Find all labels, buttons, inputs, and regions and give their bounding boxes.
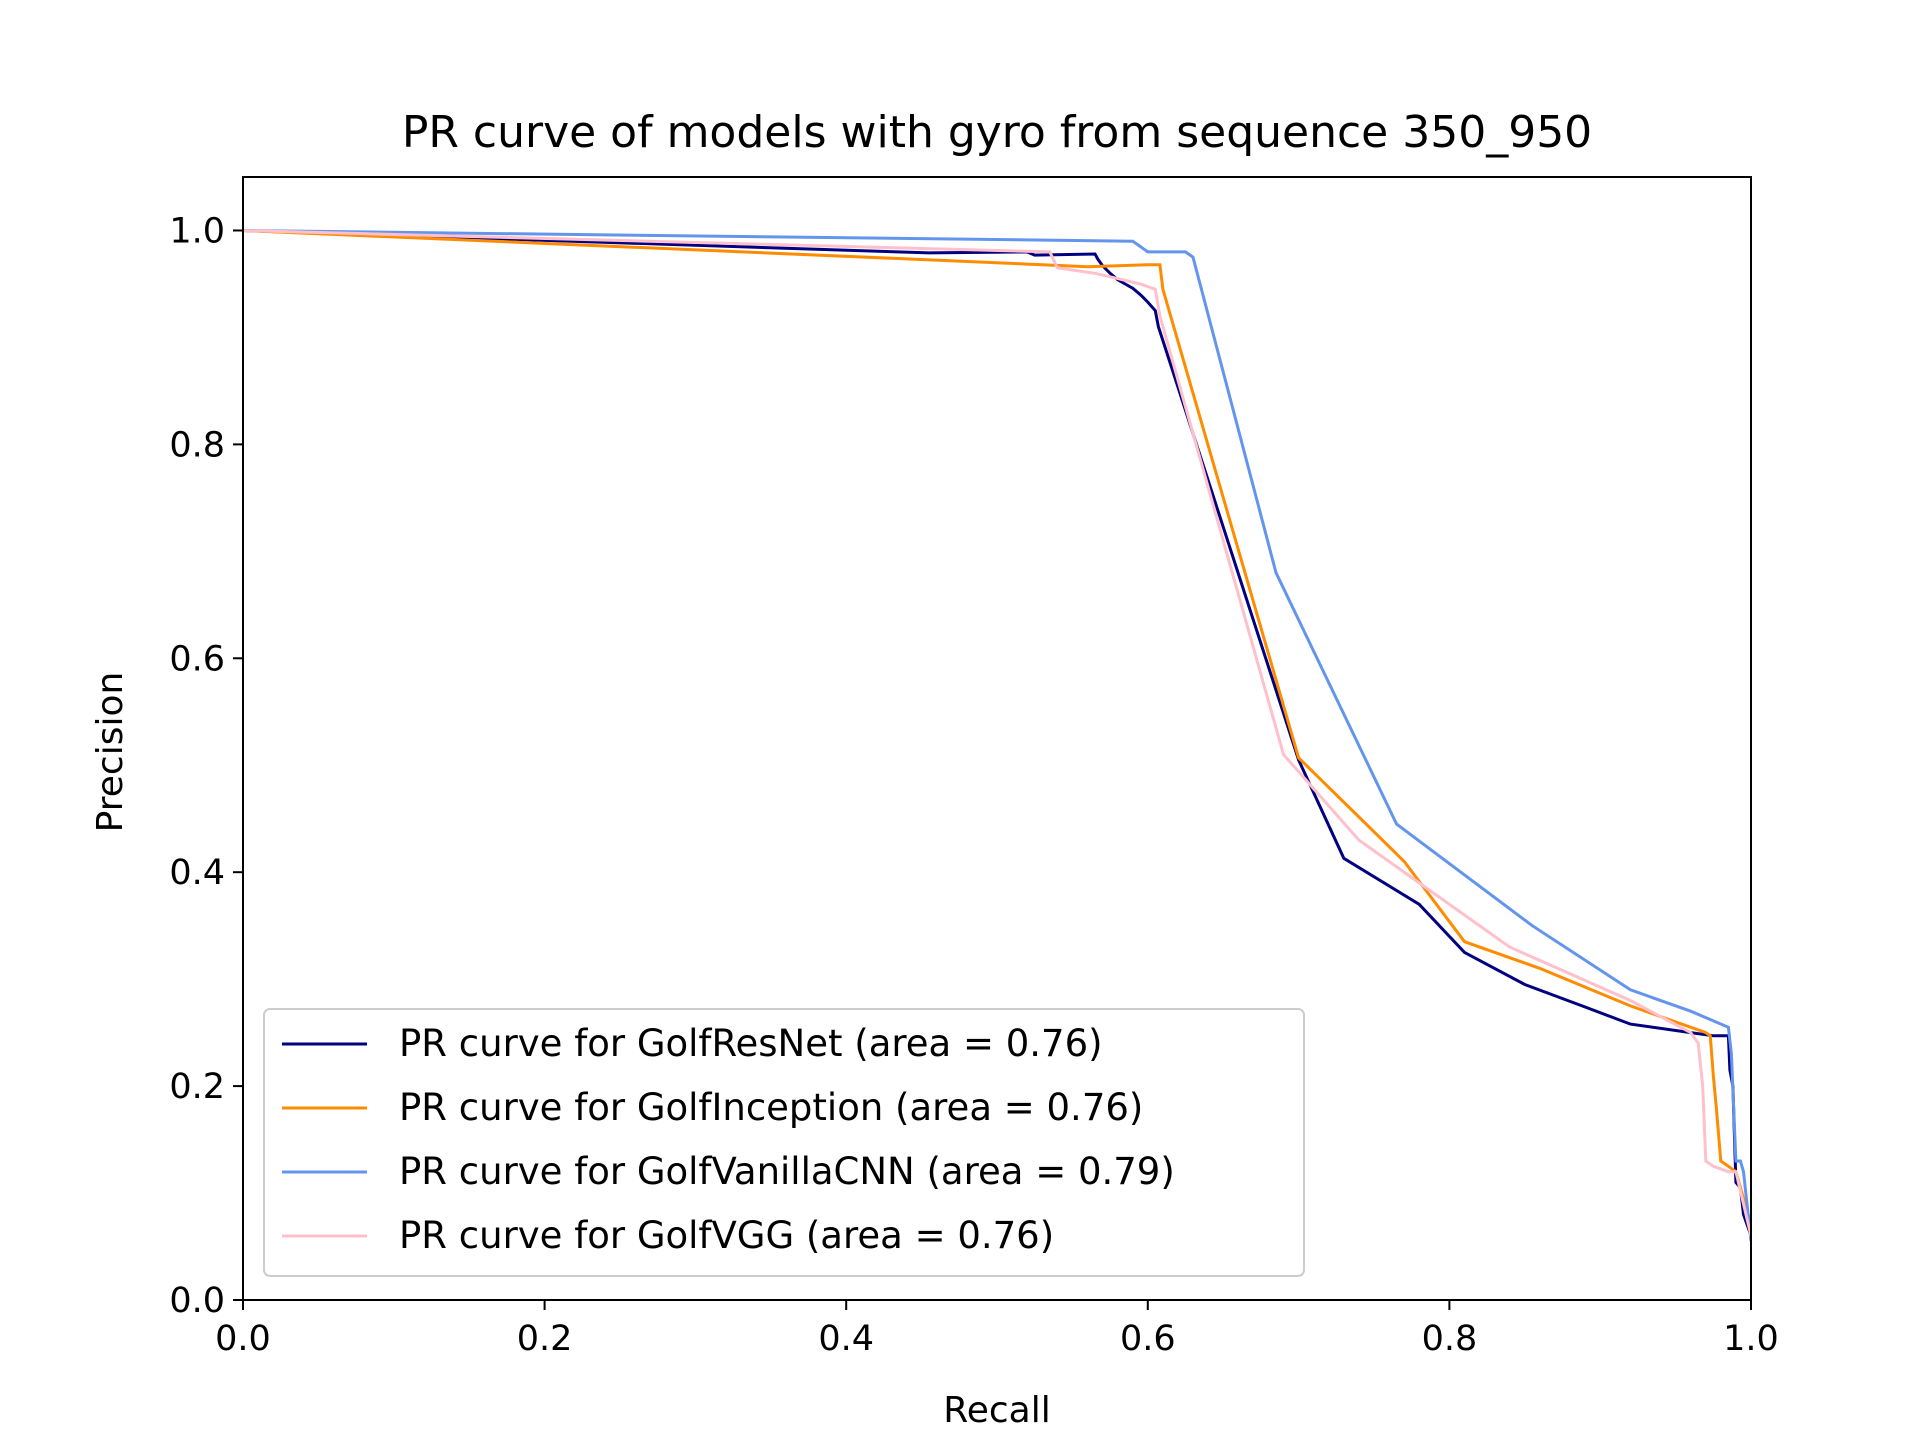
y-tick-label: 0.6 — [169, 639, 225, 679]
y-tick-label: 0.0 — [169, 1281, 225, 1321]
y-tick-label: 0.4 — [169, 853, 225, 893]
x-tick-label: 1.0 — [1723, 1319, 1779, 1359]
legend-label-2: PR curve for GolfVanillaCNN (area = 0.79… — [399, 1150, 1175, 1193]
series-line-3 — [243, 229, 1751, 1237]
x-tick-label: 0.8 — [1422, 1319, 1478, 1359]
legend-label-0: PR curve for GolfResNet (area = 0.76) — [399, 1022, 1103, 1065]
y-tick-label: 0.2 — [169, 1067, 225, 1107]
x-axis-label: Recall — [943, 1390, 1050, 1431]
x-tick-label: 0.0 — [215, 1319, 271, 1359]
series-line-1 — [243, 229, 1751, 1226]
series-line-2 — [243, 229, 1751, 1242]
legend-label-1: PR curve for GolfInception (area = 0.76) — [399, 1086, 1143, 1129]
legend: PR curve for GolfResNet (area = 0.76) PR … — [263, 1008, 1305, 1277]
x-tick-label: 0.2 — [517, 1319, 573, 1359]
x-tick-label: 0.4 — [818, 1319, 874, 1359]
y-axis-label: Precision — [90, 672, 131, 833]
y-tick-label: 1.0 — [169, 211, 225, 251]
legend-box — [263, 1008, 1305, 1277]
plot-area: 0.0 0.2 0.4 0.6 0.8 1.0 0.0 0.2 0.4 0.6 0.8 1.0 PR c… — [169, 176, 1779, 1359]
y-tick-label: 0.8 — [169, 425, 225, 465]
axes-frame — [242, 176, 1752, 1301]
legend-label-3: PR curve for GolfVGG (area = 0.76) — [399, 1214, 1054, 1257]
chart-title: PR curve of models with gyro from sequen… — [402, 107, 1592, 158]
series-line-0 — [243, 229, 1751, 1237]
x-tick-label: 0.6 — [1120, 1319, 1176, 1359]
